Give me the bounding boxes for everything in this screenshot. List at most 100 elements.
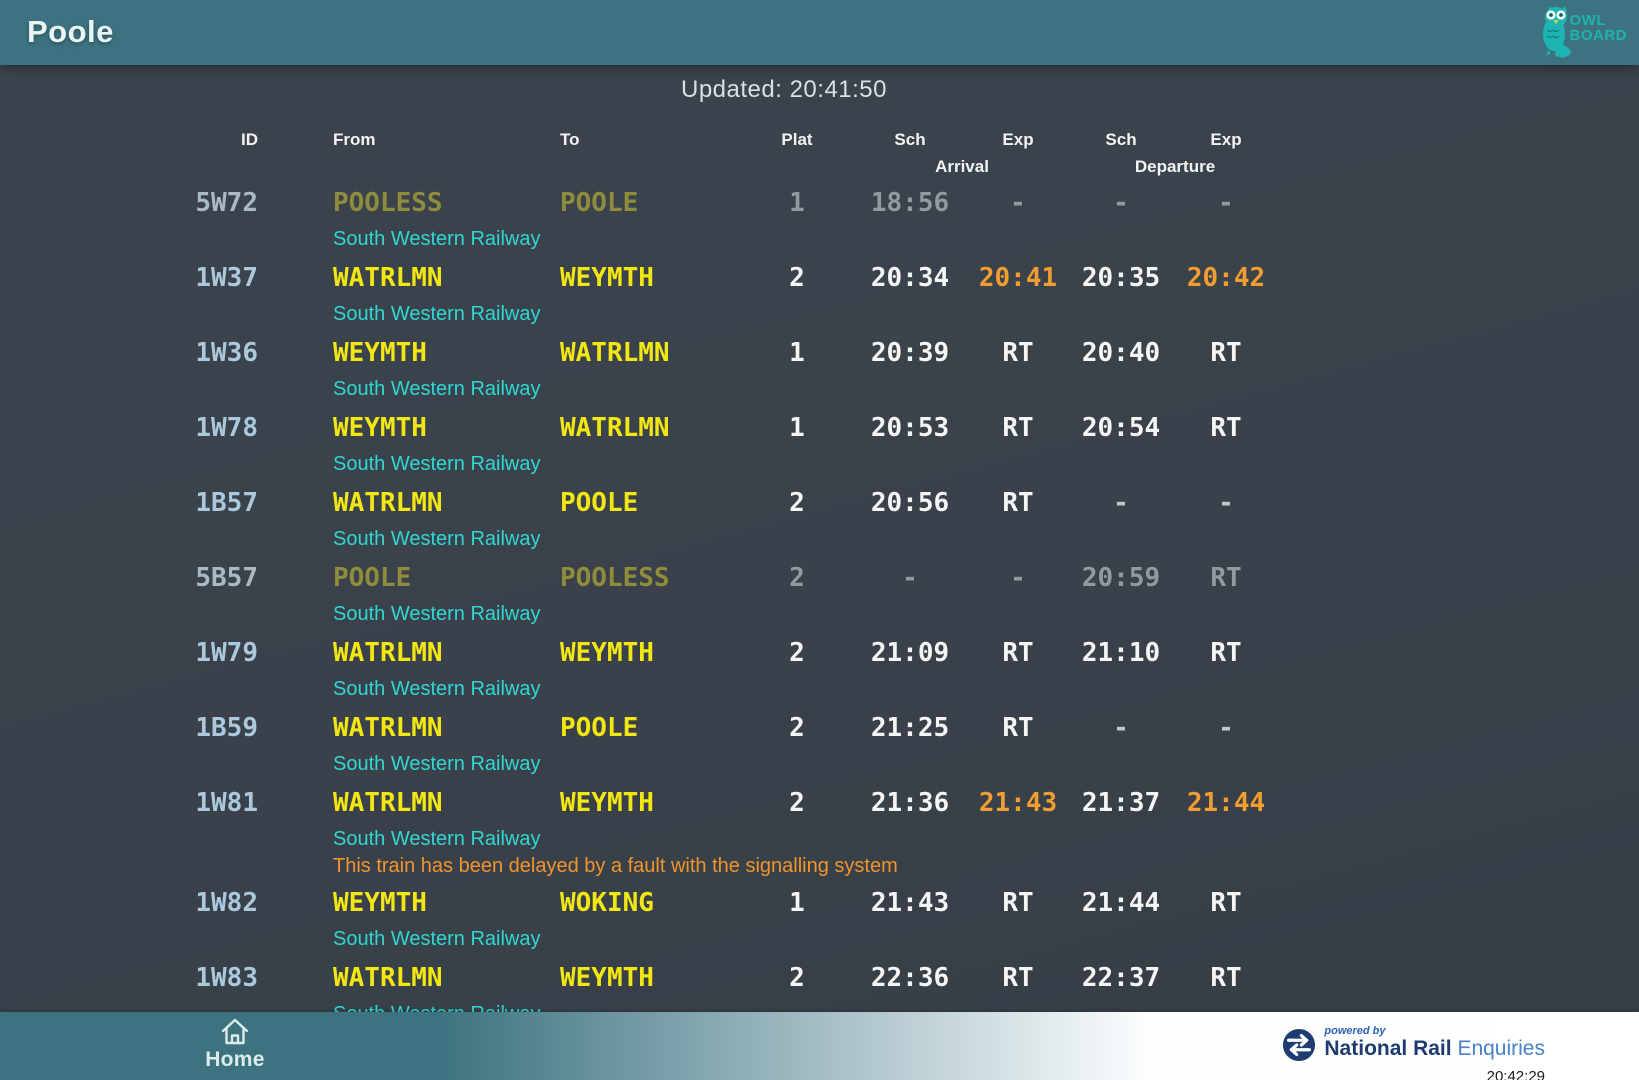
origin-station: WEYMTH bbox=[333, 888, 427, 918]
destination-station: WEYMTH bbox=[560, 963, 654, 993]
destination-station: POOLESS bbox=[560, 563, 670, 593]
destination-station: POOLE bbox=[560, 188, 639, 218]
service-row[interactable]: 1B57 WATRLMN POOLE 2 20:56 RT - - South … bbox=[150, 480, 1280, 555]
train-id: 1W79 bbox=[195, 638, 258, 668]
col-group-arrival: Arrival bbox=[935, 157, 989, 176]
scheduled-arrival: 18:56 bbox=[870, 188, 950, 218]
operator-name: South Western Railway bbox=[333, 828, 541, 850]
scheduled-arrival: 21:36 bbox=[870, 788, 950, 818]
scheduled-departure: 20:35 bbox=[1081, 263, 1161, 293]
scheduled-departure: 21:37 bbox=[1081, 788, 1161, 818]
scheduled-arrival: 20:39 bbox=[870, 338, 950, 368]
origin-station: WATRLMN bbox=[333, 638, 443, 668]
logo-line1: OWL bbox=[1569, 12, 1606, 29]
operator-name: South Western Railway bbox=[333, 378, 541, 400]
scheduled-departure: 20:40 bbox=[1081, 338, 1161, 368]
national-rail-attribution: powered by National Rail Enquiries 20:42… bbox=[1282, 1018, 1545, 1080]
operator-name: South Western Railway bbox=[333, 928, 541, 950]
origin-station: POOLE bbox=[333, 563, 412, 593]
scheduled-arrival: 22:36 bbox=[870, 963, 950, 993]
platform: 2 bbox=[789, 563, 805, 593]
expected-departure: 20:42 bbox=[1186, 263, 1266, 293]
train-id: 1W81 bbox=[195, 788, 258, 818]
expected-departure: RT bbox=[1210, 563, 1242, 593]
train-id: 5W72 bbox=[195, 188, 258, 218]
expected-arrival: - bbox=[1010, 188, 1026, 218]
owl-icon bbox=[1535, 4, 1577, 60]
operator-name: South Western Railway bbox=[333, 228, 541, 250]
train-id: 1W82 bbox=[195, 888, 258, 918]
origin-station: WEYMTH bbox=[333, 338, 427, 368]
scheduled-departure: - bbox=[1113, 488, 1129, 518]
expected-departure: RT bbox=[1210, 638, 1242, 668]
owl-board-logo: OWL BOARD bbox=[1535, 4, 1628, 60]
destination-station: POOLE bbox=[560, 488, 639, 518]
expected-arrival: RT bbox=[1002, 713, 1034, 743]
expected-arrival: RT bbox=[1002, 413, 1034, 443]
service-row[interactable]: 1W78 WEYMTH WATRLMN 1 20:53 RT 20:54 RT … bbox=[150, 405, 1280, 480]
origin-station: WATRLMN bbox=[333, 788, 443, 818]
home-label: Home bbox=[205, 1048, 265, 1071]
col-header-plat: Plat bbox=[781, 130, 813, 149]
service-row[interactable]: 1W81 WATRLMN WEYMTH 2 21:36 21:43 21:37 … bbox=[150, 780, 1280, 880]
service-row[interactable]: 5W72 POOLESS POOLE 1 18:56 - - - South W… bbox=[150, 180, 1280, 255]
col-header-id: ID bbox=[241, 130, 258, 149]
national-rail-double-arrow-icon bbox=[1282, 1028, 1316, 1067]
service-row[interactable]: 1W79 WATRLMN WEYMTH 2 21:09 RT 21:10 RT … bbox=[150, 630, 1280, 705]
scheduled-departure: 20:59 bbox=[1081, 563, 1161, 593]
service-row[interactable]: 5B57 POOLE POOLESS 2 - - 20:59 RT South … bbox=[150, 555, 1280, 630]
scheduled-arrival: 20:56 bbox=[870, 488, 950, 518]
service-row[interactable]: 1W82 WEYMTH WOKING 1 21:43 RT 21:44 RT S… bbox=[150, 880, 1280, 955]
destination-station: WEYMTH bbox=[560, 263, 654, 293]
enquiries-wordmark: Enquiries bbox=[1457, 1037, 1545, 1060]
scheduled-arrival: 21:09 bbox=[870, 638, 950, 668]
page-title: Poole bbox=[27, 14, 114, 49]
footer-clock: 20:42:29 bbox=[1486, 1068, 1545, 1080]
expected-arrival: RT bbox=[1002, 488, 1034, 518]
train-id: 1W36 bbox=[195, 338, 258, 368]
platform: 2 bbox=[789, 638, 805, 668]
operator-name: South Western Railway bbox=[333, 303, 541, 325]
operator-name: South Western Railway bbox=[333, 603, 541, 625]
platform: 1 bbox=[789, 188, 805, 218]
scheduled-arrival: - bbox=[902, 563, 918, 593]
origin-station: POOLESS bbox=[333, 188, 443, 218]
expected-arrival: - bbox=[1010, 563, 1026, 593]
expected-departure: RT bbox=[1210, 413, 1242, 443]
platform: 1 bbox=[789, 338, 805, 368]
expected-departure: RT bbox=[1210, 888, 1242, 918]
scheduled-arrival: 20:53 bbox=[870, 413, 950, 443]
platform: 2 bbox=[789, 963, 805, 993]
powered-by-label: powered by bbox=[1324, 1025, 1386, 1037]
train-id: 1W37 bbox=[195, 263, 258, 293]
national-rail-wordmark: National Rail bbox=[1324, 1037, 1452, 1060]
origin-station: WATRLMN bbox=[333, 963, 443, 993]
service-row[interactable]: 1W37 WATRLMN WEYMTH 2 20:34 20:41 20:35 … bbox=[150, 255, 1280, 330]
destination-station: POOLE bbox=[560, 713, 639, 743]
service-row[interactable]: 1W36 WEYMTH WATRLMN 1 20:39 RT 20:40 RT … bbox=[150, 330, 1280, 405]
expected-arrival: RT bbox=[1002, 888, 1034, 918]
expected-arrival: RT bbox=[1002, 963, 1034, 993]
scheduled-departure: - bbox=[1113, 713, 1129, 743]
owl-board-wordmark: OWL BOARD bbox=[1570, 13, 1628, 43]
home-icon bbox=[160, 1015, 310, 1047]
home-button[interactable]: Home bbox=[160, 1015, 310, 1072]
service-row[interactable]: 1B59 WATRLMN POOLE 2 21:25 RT - - South … bbox=[150, 705, 1280, 780]
scheduled-arrival: 21:25 bbox=[870, 713, 950, 743]
train-id: 1B59 bbox=[195, 713, 258, 743]
destination-station: WEYMTH bbox=[560, 788, 654, 818]
expected-arrival: 21:43 bbox=[978, 788, 1058, 818]
expected-arrival: RT bbox=[1002, 638, 1034, 668]
destination-station: WATRLMN bbox=[560, 413, 670, 443]
col-group-departure: Departure bbox=[1134, 157, 1216, 176]
scheduled-departure: - bbox=[1113, 188, 1129, 218]
expected-departure: RT bbox=[1210, 338, 1242, 368]
scheduled-departure: 20:54 bbox=[1081, 413, 1161, 443]
expected-arrival: RT bbox=[1002, 338, 1034, 368]
scheduled-departure: 21:44 bbox=[1081, 888, 1161, 918]
destination-station: WOKING bbox=[560, 888, 654, 918]
operator-name: South Western Railway bbox=[333, 678, 541, 700]
table-header: ID From To Plat Sch Exp Sch Exp Arrival … bbox=[150, 126, 1280, 180]
col-header-sch-dep: Sch bbox=[1105, 130, 1137, 149]
